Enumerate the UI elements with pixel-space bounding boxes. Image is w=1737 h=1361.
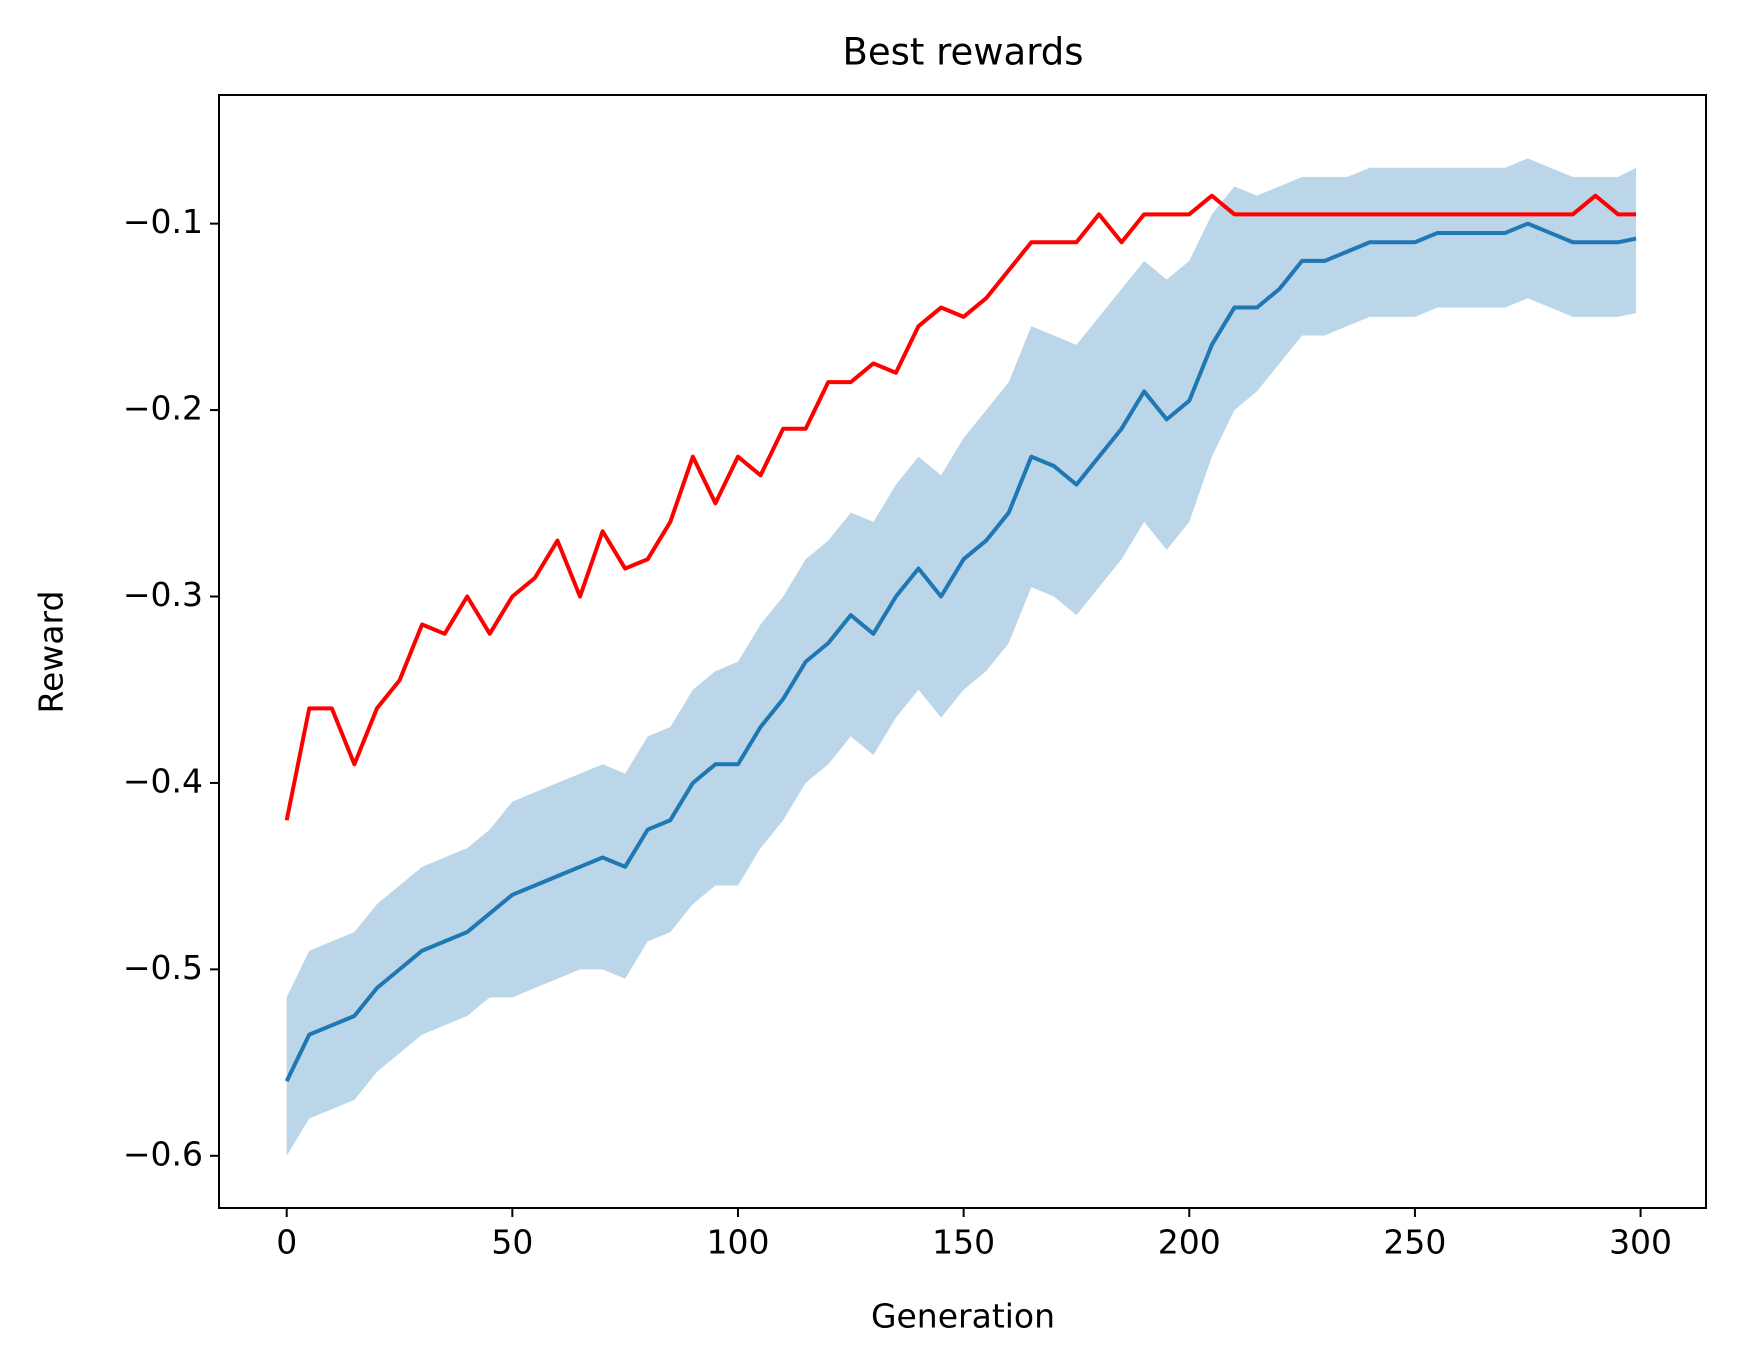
band: [286, 158, 1637, 1156]
y-tick-label: −0.4: [123, 761, 203, 800]
chart-title: Best rewards: [842, 31, 1083, 74]
x-axis-label: Generation: [871, 1297, 1055, 1336]
x-tick-label: 150: [932, 1223, 995, 1262]
y-tick-label: −0.1: [123, 202, 203, 241]
y-tick-label: −0.2: [123, 389, 203, 428]
y-axis-label: Reward: [32, 591, 71, 714]
x-tick-label: 300: [1609, 1223, 1672, 1262]
y-tick-label: −0.5: [123, 948, 203, 987]
plot-frame: [218, 94, 1707, 1209]
x-tick-label: 250: [1383, 1223, 1446, 1262]
line: [284, 221, 1637, 1083]
x-tick-label: 0: [276, 1223, 297, 1262]
line: [284, 193, 1637, 821]
x-tick-label: 50: [491, 1223, 533, 1262]
y-tick-label: −0.6: [123, 1134, 203, 1173]
y-tick-label: −0.3: [123, 575, 203, 614]
x-tick-label: 200: [1158, 1223, 1221, 1262]
x-tick-label: 100: [706, 1223, 769, 1262]
